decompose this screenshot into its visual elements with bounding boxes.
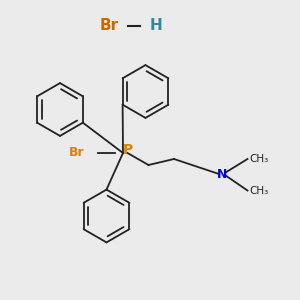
Text: N: N <box>217 167 227 181</box>
Text: P: P <box>122 143 133 157</box>
Text: Br: Br <box>68 146 84 160</box>
Text: Br: Br <box>99 18 119 33</box>
Text: H: H <box>150 18 163 33</box>
Text: CH₃: CH₃ <box>249 154 268 164</box>
Text: CH₃: CH₃ <box>249 185 268 196</box>
